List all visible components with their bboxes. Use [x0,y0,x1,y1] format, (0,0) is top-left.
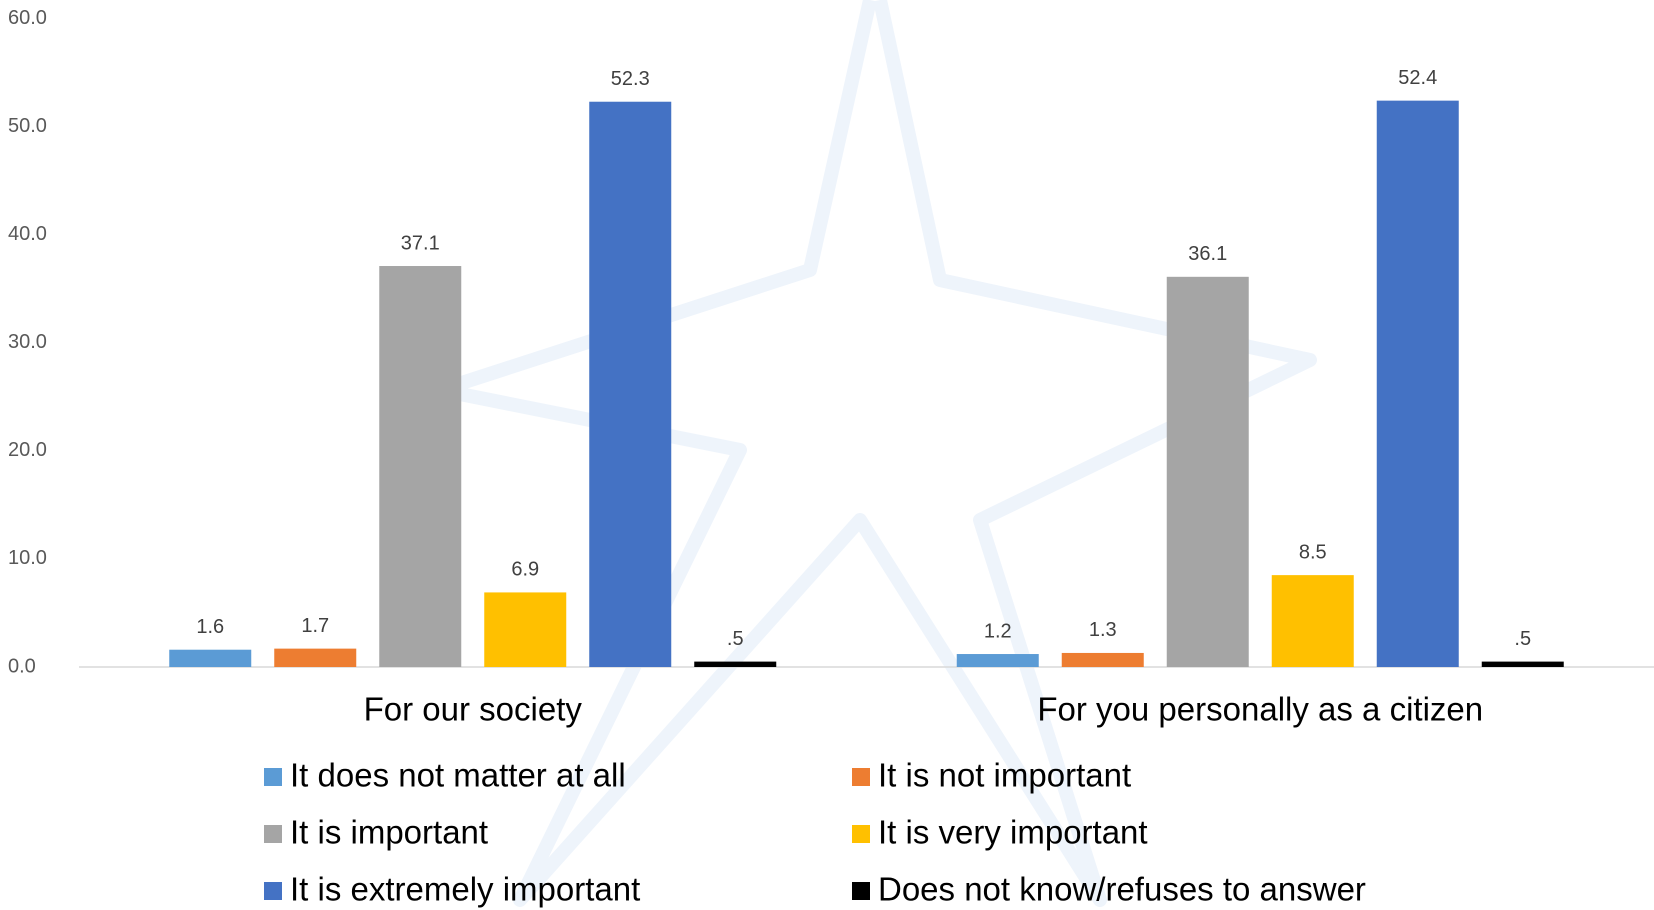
bar [1166,276,1249,667]
legend-marker [264,882,282,900]
bar [956,654,1039,667]
legend-label: Does not know/refuses to answer [878,871,1366,908]
bar [694,661,777,667]
data-label: 52.3 [611,68,650,90]
legend-label: It does not matter at all [290,757,626,794]
data-label: 52.4 [1398,67,1437,89]
data-label: 1.2 [984,620,1012,642]
legend-marker [264,768,282,786]
x-tick-label: For you personally as a citizen [1037,691,1483,728]
data-label: .5 [727,628,744,650]
y-tick-label: 0.0 [8,655,36,677]
legend-marker [264,825,282,843]
legend-marker [852,825,870,843]
data-label: 37.1 [401,232,440,254]
bar [1376,100,1459,668]
y-tick-label: 60.0 [8,7,47,29]
y-tick-label: 40.0 [8,223,47,245]
data-label: .5 [1514,628,1531,650]
bar [169,649,252,667]
data-label: 36.1 [1188,243,1227,265]
legend-label: It is important [290,814,488,851]
bar [589,101,672,667]
bar [379,266,462,667]
legend-label: It is not important [878,757,1131,794]
y-tick-label: 10.0 [8,547,47,569]
legend-marker [852,882,870,900]
bar [1271,575,1354,667]
bar [274,648,357,667]
y-tick-label: 50.0 [8,115,47,137]
legend-label: It is extremely important [290,871,640,908]
data-label: 1.7 [301,615,329,637]
data-label: 1.3 [1089,619,1117,641]
bar [484,592,567,667]
bar [1061,652,1144,667]
data-label: 1.6 [196,616,224,638]
y-tick-label: 20.0 [8,439,47,461]
legend-marker [852,768,870,786]
data-label: 6.9 [511,559,539,581]
x-tick-label: For our society [364,691,583,728]
data-label: 8.5 [1299,541,1327,563]
y-tick-label: 30.0 [8,331,47,353]
legend-label: It is very important [878,814,1148,851]
bar [1481,661,1564,667]
